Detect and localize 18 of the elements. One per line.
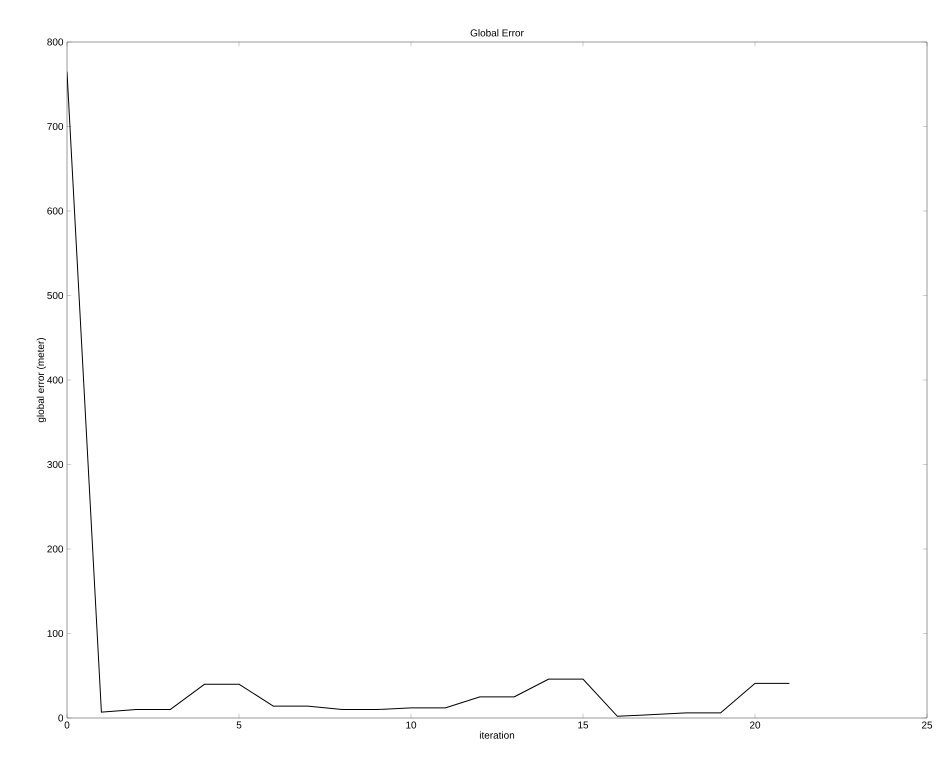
chart-title: Global Error: [470, 29, 524, 36]
y-tick-label: 400: [47, 376, 64, 384]
y-tick-label: 0: [58, 714, 64, 722]
y-tick-label: 600: [47, 207, 64, 215]
y-tick-label: 100: [48, 630, 64, 638]
x-tick-label: 15: [578, 722, 588, 728]
x-tick-label: 20: [750, 722, 760, 729]
x-tick-label: 5: [236, 722, 242, 728]
x-tick-label: 25: [922, 722, 932, 729]
x-tick-label: 0: [64, 722, 70, 729]
y-tick-label: 200: [47, 545, 64, 553]
y-tick-label: 800: [47, 38, 64, 46]
y-axis-title: global error (meter): [36, 338, 46, 422]
y-tick-label: 300: [47, 460, 64, 468]
y-tick-label: 500: [47, 292, 64, 300]
x-tick-label: 10: [406, 722, 416, 729]
y-tick-label: 700: [47, 122, 64, 130]
x-axis-title: iteration: [480, 731, 514, 739]
